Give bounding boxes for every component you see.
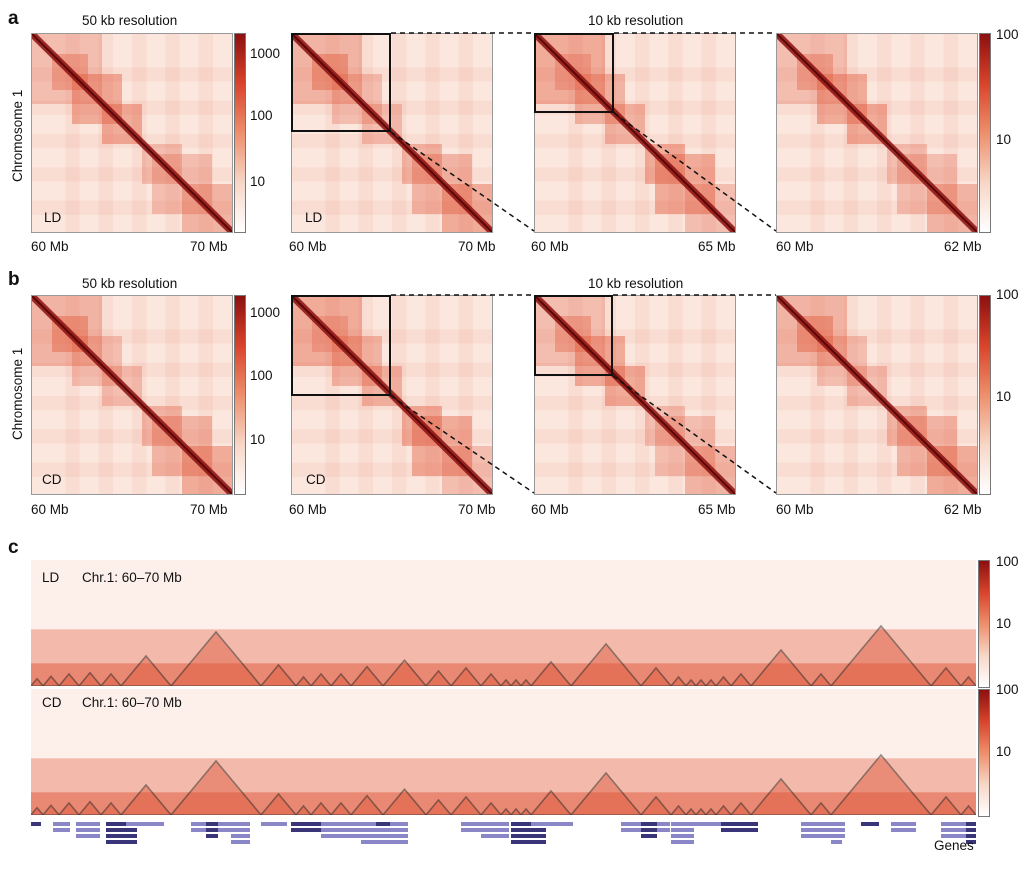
x-tick: 70 Mb: [190, 239, 228, 254]
colorbar-10kb: [979, 33, 991, 233]
resolution-label-10kb: 10 kb resolution: [588, 13, 684, 28]
resolution-label-50kb: 50 kb resolution: [82, 13, 178, 28]
genes-label: Genes: [934, 838, 974, 853]
track-sample-label: CD: [42, 695, 62, 710]
colorbar-tick: 10: [250, 432, 266, 447]
x-tick: 65 Mb: [698, 239, 736, 254]
resolution-label-10kb: 10 kb resolution: [588, 276, 684, 291]
colorbar-tick: 10: [996, 616, 1012, 631]
colorbar-tick: 100: [250, 368, 273, 383]
colorbar-tick: 100: [996, 27, 1019, 42]
track-region-label: Chr.1: 60–70 Mb: [82, 570, 182, 585]
x-tick: 60 Mb: [31, 239, 69, 254]
x-tick: 70 Mb: [458, 502, 496, 517]
x-tick: 62 Mb: [944, 239, 982, 254]
sample-label: LD: [305, 210, 323, 225]
colorbar-tick: 1000: [250, 305, 281, 320]
sample-label: CD: [42, 472, 62, 487]
panel-letter-a: a: [8, 8, 19, 29]
tad-track-cd: [31, 689, 976, 815]
panel-letter-b: b: [8, 269, 20, 290]
panel-letter-c: c: [8, 537, 19, 558]
hic-map-10kb-zoom1: [534, 295, 736, 495]
track-region-label: Chr.1: 60–70 Mb: [82, 695, 182, 710]
colorbar-tick: 10: [996, 389, 1012, 404]
x-tick: 60 Mb: [776, 239, 814, 254]
x-tick: 62 Mb: [944, 502, 982, 517]
zoom-box: [291, 295, 391, 396]
colorbar-tick: 100: [996, 287, 1019, 302]
hic-map-10kb-zoom2: [776, 295, 978, 495]
hic-map-50kb: [31, 33, 233, 233]
colorbar-tick: 100: [996, 682, 1019, 697]
colorbar-tick: 10: [250, 174, 266, 189]
track-sample-label: LD: [42, 570, 60, 585]
x-tick: 70 Mb: [458, 239, 496, 254]
colorbar-track-ld: [978, 560, 990, 688]
gene-track: [31, 820, 1005, 872]
x-tick: 60 Mb: [776, 502, 814, 517]
tad-track-ld: [31, 560, 976, 686]
colorbar-50kb: [234, 33, 246, 233]
sample-label: LD: [44, 210, 62, 225]
colorbar-10kb: [979, 295, 991, 495]
zoom-connectors-a: [390, 32, 777, 232]
colorbar-tick: 100: [250, 108, 273, 123]
colorbar-tick: 10: [996, 132, 1012, 147]
zoom-box: [534, 295, 613, 376]
colorbar-tick: 10: [996, 744, 1012, 759]
x-tick: 60 Mb: [531, 502, 569, 517]
hic-map-10kb-zoom1: [534, 33, 736, 233]
x-tick: 60 Mb: [289, 502, 327, 517]
hic-map-10kb-zoom2: [776, 33, 978, 233]
zoom-box: [534, 33, 614, 113]
colorbar-tick: 100: [996, 554, 1019, 569]
x-tick: 60 Mb: [289, 239, 327, 254]
colorbar-50kb: [234, 295, 246, 495]
zoom-connectors-b: [390, 294, 777, 494]
colorbar-track-cd: [978, 689, 990, 817]
x-tick: 70 Mb: [190, 502, 228, 517]
x-tick: 60 Mb: [531, 239, 569, 254]
hic-map-10kb-wide: [291, 295, 493, 495]
zoom-box: [291, 33, 391, 132]
x-tick: 60 Mb: [31, 502, 69, 517]
resolution-label-50kb: 50 kb resolution: [82, 276, 178, 291]
colorbar-tick: 1000: [250, 46, 281, 61]
x-tick: 65 Mb: [698, 502, 736, 517]
sample-label: CD: [306, 472, 326, 487]
hic-map-50kb: [31, 295, 233, 495]
